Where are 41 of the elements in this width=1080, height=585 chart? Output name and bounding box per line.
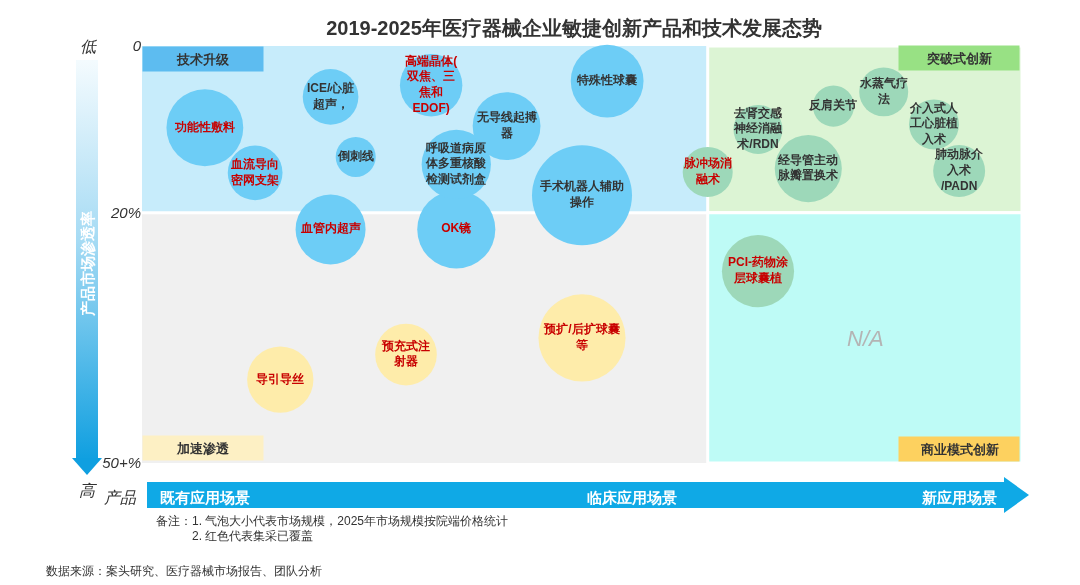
data-label: 经导管主动脉瓣置换术 <box>777 152 839 183</box>
data-label: 血管内超声 <box>299 221 361 236</box>
data-label: 倒刺线 <box>336 148 374 163</box>
y-tick-label: 50+% <box>102 454 141 472</box>
chart-title: 2019-2025年医疗器械企业敏捷创新产品和技术发展态势 <box>326 17 822 39</box>
data-label: 肺动脉介入术/PADN <box>934 147 985 193</box>
y-tick-label: 20% <box>109 204 141 222</box>
x-tick-label: 新应用场景 <box>920 489 997 506</box>
data-label: 功能性敷料 <box>173 119 235 134</box>
data-label: 脉冲场消融术 <box>682 156 732 186</box>
annotation: 突破式创新 <box>926 50 992 66</box>
data-label: 预扩/后扩球囊等 <box>543 322 620 352</box>
data-label: 预充式注射器 <box>381 338 430 369</box>
band-label: 加速渗透 <box>176 440 230 456</box>
text: 备注：1. 气泡大小代表市场规模，2025年市场规模按院端价格统计 <box>156 514 509 528</box>
data-label: 介入式人工心脏植入术 <box>909 100 959 146</box>
text: 低 <box>80 38 97 55</box>
data-label: 高端晶体(双焦、三焦和EDOF) <box>405 53 458 115</box>
x-axis-title: 产品 <box>104 489 137 506</box>
annotation: 商业模式创新 <box>919 441 999 457</box>
data-label: 呼吸道病原体多重核酸检测试剂盒 <box>425 140 488 187</box>
data-label: 水蒸气疗法 <box>858 76 908 106</box>
x-tick-label: 既有应用场景 <box>159 489 250 506</box>
data-label: ICE/心脏超声， <box>306 81 355 111</box>
data-label: 去肾交感神经消融术/RDN <box>733 105 783 151</box>
data-label: 无导线起搏器 <box>475 110 537 140</box>
text: 2. 红色代表集采已覆盖 <box>192 529 314 543</box>
data-label: 血流导向密网支架 <box>230 156 280 187</box>
y-axis-title: 产品市场渗透率 <box>79 211 96 317</box>
annotation: N/A <box>847 326 884 351</box>
data-label: OK镜 <box>441 221 472 236</box>
band-label: 技术升级 <box>176 51 230 67</box>
data-label: PCI-药物涂层球囊植 <box>728 255 789 285</box>
y-tick-label: 0 <box>132 37 142 55</box>
source-note: 数据来源：案头研究、医疗器械市场报告、团队分析 <box>46 564 322 578</box>
data-label: 特殊性球囊 <box>576 73 638 88</box>
x-tick-label: 临床应用场景 <box>587 489 678 506</box>
text: 高 <box>79 482 98 499</box>
data-label: 反肩关节 <box>808 98 858 113</box>
data-label: 导引导丝 <box>256 371 305 386</box>
data-label: 手术机器人辅助操作 <box>539 179 624 210</box>
